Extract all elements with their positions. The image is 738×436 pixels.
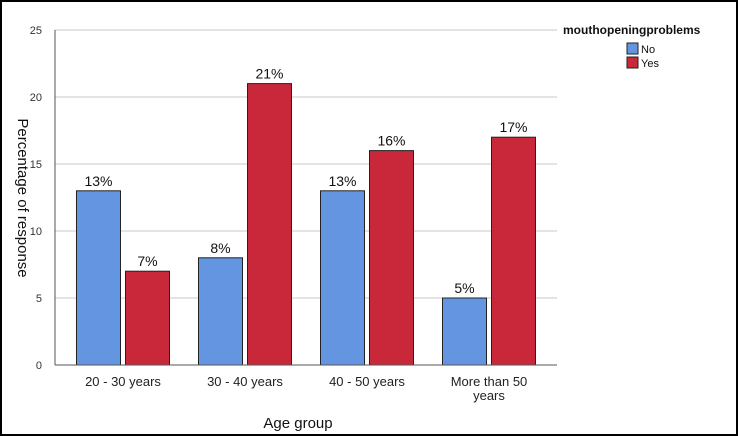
data-label: 17%: [499, 119, 527, 135]
legend-label-yes: Yes: [641, 58, 659, 70]
data-label: 5%: [454, 280, 474, 296]
data-label: 13%: [328, 173, 356, 189]
bar-no-2: [320, 190, 365, 366]
bar-yes-2: [369, 150, 414, 366]
y-tick-label: 25: [30, 25, 42, 37]
bar-no-1: [198, 257, 243, 366]
x-category-labels: 20 - 30 years 30 - 40 years 40 - 50 years M…: [85, 374, 527, 403]
data-label: 13%: [84, 173, 112, 189]
y-tick-labels: 0 5 10 15 20 25: [30, 25, 42, 372]
legend-label-no: No: [641, 44, 655, 56]
legend-title: mouthopeningproblems: [563, 23, 701, 37]
legend: mouthopeningproblems No Yes: [563, 23, 701, 70]
legend-swatch-no: [626, 42, 639, 55]
y-tick-label: 20: [30, 92, 42, 104]
data-label: 7%: [137, 253, 157, 269]
data-label: 21%: [255, 66, 283, 82]
x-axis-title: Age group: [263, 415, 332, 432]
y-axis-title: Percentage of response: [14, 118, 31, 277]
x-category-label: 30 - 40 years: [207, 374, 283, 389]
y-tick-label: 5: [36, 293, 42, 305]
bar-yes-1: [247, 83, 292, 366]
y-tick-label: 15: [30, 159, 42, 171]
data-label: 8%: [210, 240, 230, 256]
data-labels: 13% 7% 8% 21% 13% 16% 5% 17%: [84, 66, 527, 296]
y-tick-label: 10: [30, 226, 42, 238]
legend-items: No Yes: [626, 42, 659, 70]
x-category-label: 40 - 50 years: [329, 374, 405, 389]
legend-swatch-yes: [626, 56, 639, 69]
data-label: 16%: [377, 133, 405, 149]
x-category-label: 20 - 30 years: [85, 374, 161, 389]
bar-no-0: [76, 190, 121, 366]
bar-no-3: [442, 297, 487, 366]
y-tick-label: 0: [36, 360, 42, 372]
bar-yes-3: [491, 136, 536, 366]
bar-yes-0: [125, 270, 170, 366]
bars: [76, 83, 536, 366]
x-category-label: More than 50 years: [451, 374, 528, 403]
